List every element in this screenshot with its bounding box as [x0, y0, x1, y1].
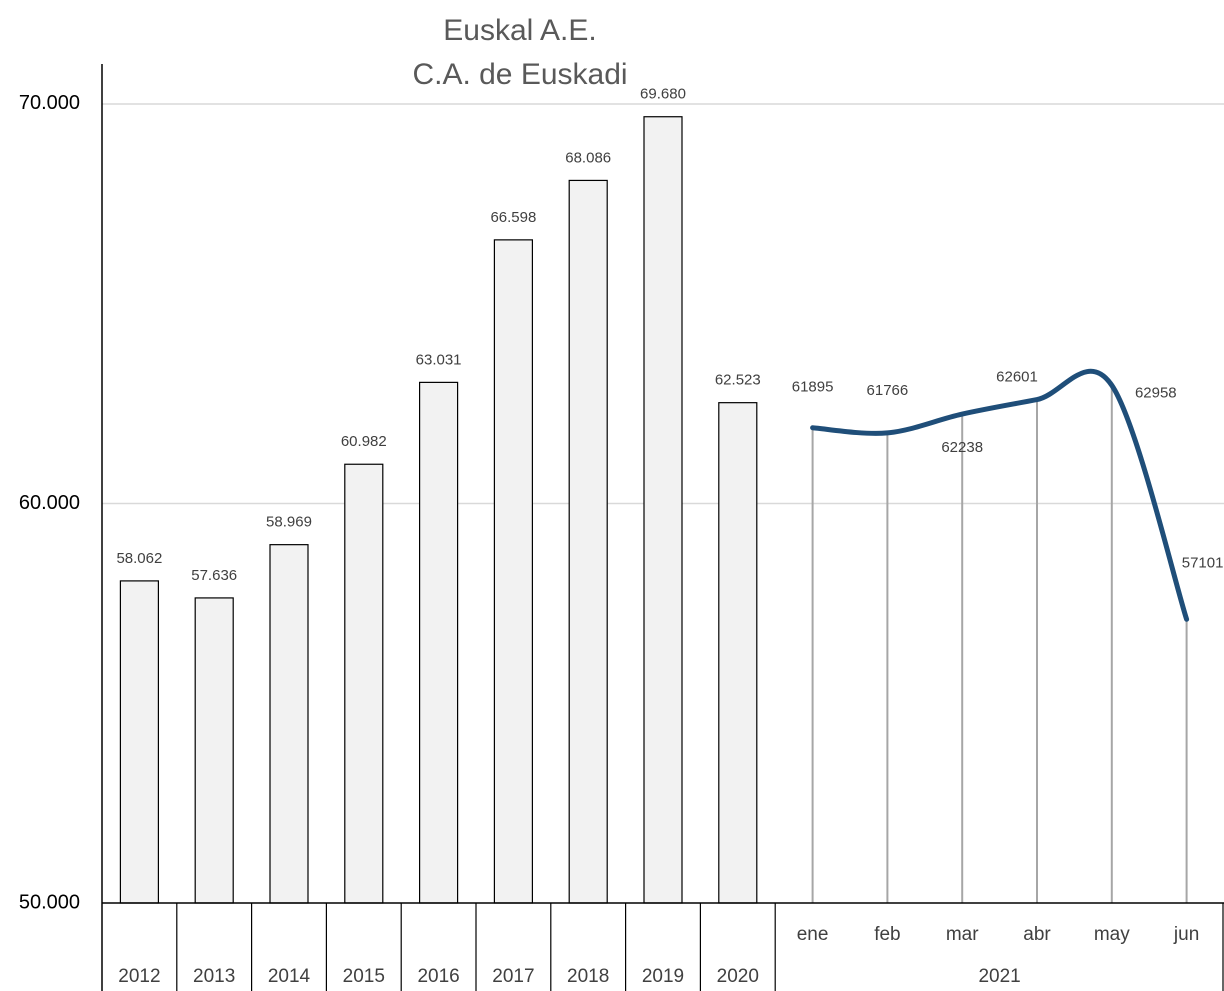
- x-tick-label: 2017: [492, 966, 534, 987]
- bar: [344, 463, 384, 904]
- data-label: 66.598: [490, 209, 536, 226]
- bar: [718, 402, 758, 904]
- bar: [568, 179, 608, 904]
- x-tick-label: 2014: [268, 966, 311, 987]
- bar: [269, 544, 309, 904]
- data-label: 62.523: [715, 372, 761, 389]
- x-tick-label: ene: [797, 924, 829, 945]
- data-label: 60.982: [341, 433, 387, 450]
- x-tick-label: 2015: [343, 966, 385, 987]
- x-tick-label: 2012: [118, 966, 160, 987]
- bar: [419, 381, 459, 904]
- data-label: 62601: [996, 369, 1038, 386]
- data-label: 57.636: [191, 567, 237, 584]
- bar: [643, 116, 683, 904]
- x-tick-label: mar: [946, 924, 979, 945]
- y-tick-label: 60.000: [19, 492, 80, 514]
- y-tick-label: 70.000: [19, 92, 80, 114]
- group-label: 2021: [978, 966, 1020, 987]
- chart-title: Euskal A.E.: [443, 14, 596, 47]
- x-tick-label: 2016: [417, 966, 459, 987]
- data-label: 58.969: [266, 514, 312, 531]
- x-tick-label: 2018: [567, 966, 609, 987]
- data-label: 61895: [792, 379, 834, 396]
- bar: [194, 597, 234, 904]
- x-tick-label: feb: [874, 924, 900, 945]
- bar: [119, 580, 160, 904]
- bar: [493, 239, 533, 904]
- x-tick-label: 2013: [193, 966, 235, 987]
- x-tick-label: 2019: [642, 966, 684, 987]
- data-label: 68.086: [565, 149, 611, 166]
- chart-subtitle: C.A. de Euskadi: [412, 58, 627, 91]
- x-tick-label: jun: [1173, 924, 1199, 945]
- data-label: 57101: [1182, 554, 1224, 571]
- data-label: 62958: [1135, 384, 1177, 401]
- data-label: 63.031: [416, 351, 462, 368]
- y-tick-label: 50.000: [19, 891, 80, 913]
- data-label: 61766: [867, 382, 909, 399]
- data-label: 69.680: [640, 86, 686, 103]
- line-series: [810, 368, 1190, 622]
- data-label: 58.062: [116, 550, 162, 567]
- x-tick-label: 2020: [717, 966, 759, 987]
- data-label: 62238: [941, 439, 983, 456]
- x-tick-label: may: [1094, 924, 1130, 945]
- x-tick-label: abr: [1023, 924, 1051, 945]
